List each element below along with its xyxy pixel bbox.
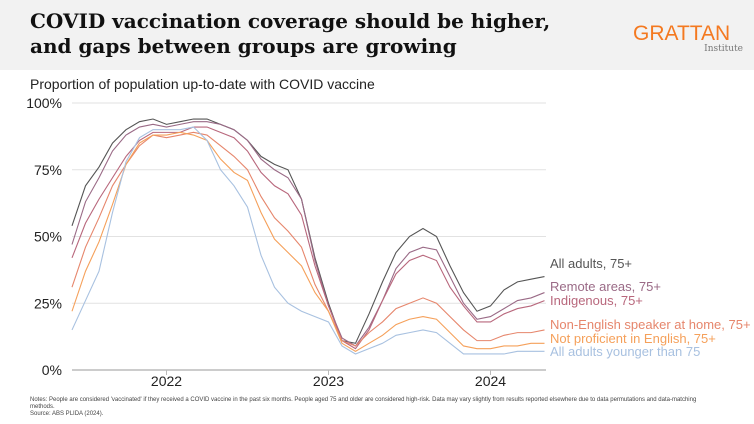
y-tick-label: 100% xyxy=(26,95,62,111)
series-label: Indigenous, 75+ xyxy=(550,293,643,308)
series-line xyxy=(71,126,545,355)
series-line xyxy=(71,126,545,350)
series-label: All adults younger than 75 xyxy=(550,344,700,359)
series-line xyxy=(71,121,545,347)
series-line xyxy=(71,131,545,352)
y-tick-label: 75% xyxy=(34,162,62,178)
chart-title: COVID vaccination coverage should be hig… xyxy=(30,9,551,58)
x-tick-label: 2022 xyxy=(151,373,182,389)
x-tick-label: 2023 xyxy=(313,373,344,389)
y-tick-label: 25% xyxy=(34,295,62,311)
chart-notes: Notes: People are considered 'vaccinated… xyxy=(30,397,710,418)
grattan-logo: GRATTAN Institute xyxy=(633,22,745,54)
series-label: Not proficient in English, 75+ xyxy=(550,331,716,346)
series-label: Non-English speaker at home, 75+ xyxy=(550,317,751,332)
logo-text: GRATTAN xyxy=(633,22,731,45)
y-tick-label: 0% xyxy=(42,362,62,378)
logo-subtext: Institute xyxy=(704,44,743,54)
y-tick-label: 50% xyxy=(34,229,62,245)
series-label: All adults, 75+ xyxy=(550,256,632,271)
header-band: COVID vaccination coverage should be hig… xyxy=(0,0,754,70)
x-tick-label: 2024 xyxy=(475,373,506,389)
source-text: Source: ABS PLIDA (2024). xyxy=(30,411,104,417)
series-label: Remote areas, 75+ xyxy=(550,279,661,294)
chart-subtitle: Proportion of population up-to-date with… xyxy=(30,76,375,92)
notes-text: Notes: People are considered 'vaccinated… xyxy=(30,397,697,410)
